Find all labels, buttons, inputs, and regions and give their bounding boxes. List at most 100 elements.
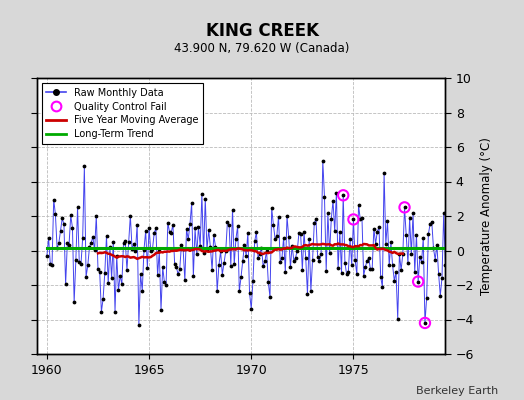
Point [368, 266, 376, 272]
Point [300, 229, 308, 235]
Point [95, 269, 104, 275]
Point [343, 271, 351, 278]
Point [394, 316, 402, 322]
Point [118, 281, 126, 288]
Point [106, 244, 114, 250]
Point [204, 227, 213, 233]
Point [302, 255, 310, 262]
Point [228, 206, 237, 213]
Point [114, 287, 123, 294]
Point [283, 213, 291, 220]
Point [116, 272, 124, 279]
Point [375, 224, 383, 230]
Point [404, 260, 412, 266]
Point [279, 234, 288, 241]
Point [107, 275, 116, 281]
Point [208, 267, 216, 273]
Point [82, 274, 90, 280]
Point [104, 280, 113, 286]
Point [133, 221, 141, 228]
Point [450, 246, 458, 252]
Point [247, 306, 256, 312]
Point [123, 267, 131, 273]
Point [150, 230, 158, 236]
Point [412, 232, 421, 238]
Point [172, 264, 181, 270]
Point [361, 264, 369, 270]
Point [431, 256, 440, 263]
Point [182, 226, 191, 232]
Point [406, 215, 414, 222]
Point [87, 240, 95, 246]
Point [63, 240, 72, 246]
Point [377, 274, 385, 280]
Point [335, 228, 344, 235]
Point [179, 246, 188, 252]
Point [167, 230, 176, 236]
Point [313, 254, 322, 260]
Point [242, 252, 250, 259]
Point [358, 214, 366, 221]
Point [347, 262, 356, 268]
Point [72, 257, 80, 263]
Point [256, 251, 264, 257]
Point [286, 264, 294, 271]
Point [380, 170, 388, 176]
Point [441, 262, 450, 269]
Point [325, 250, 334, 256]
Point [121, 238, 129, 244]
Point [264, 279, 272, 285]
Point [350, 216, 358, 223]
Point [421, 320, 429, 326]
Point [58, 215, 67, 222]
Point [409, 210, 417, 217]
Point [388, 262, 397, 269]
Point [315, 258, 324, 264]
Text: Berkeley Earth: Berkeley Earth [416, 386, 498, 396]
Point [43, 252, 51, 259]
Point [295, 230, 303, 236]
Point [77, 261, 85, 268]
Point [252, 229, 260, 236]
Point [263, 248, 271, 254]
Point [319, 158, 327, 164]
Text: 43.900 N, 79.620 W (Canada): 43.900 N, 79.620 W (Canada) [174, 42, 350, 55]
Point [189, 273, 198, 280]
Point [162, 282, 170, 288]
Point [429, 245, 438, 251]
Point [257, 244, 266, 251]
Point [329, 198, 337, 204]
Point [194, 224, 203, 230]
Point [293, 248, 301, 254]
Point [193, 251, 201, 257]
Point [305, 236, 313, 243]
Point [418, 259, 426, 265]
Point [390, 278, 399, 284]
Point [129, 241, 138, 247]
Point [266, 294, 274, 300]
Point [428, 219, 436, 225]
Point [170, 260, 179, 267]
Point [68, 224, 77, 231]
Point [157, 307, 165, 313]
Point [181, 277, 189, 284]
Point [359, 272, 368, 279]
Point [307, 288, 315, 294]
Point [285, 234, 293, 240]
Point [188, 200, 196, 206]
Point [136, 271, 145, 278]
Point [241, 242, 249, 248]
Point [309, 257, 317, 263]
Point [53, 245, 61, 251]
Point [278, 255, 286, 262]
Point [436, 292, 444, 299]
Point [51, 211, 60, 218]
Point [392, 269, 400, 275]
Point [261, 258, 269, 264]
Point [111, 308, 119, 315]
Point [48, 262, 56, 268]
Point [160, 279, 169, 285]
Point [92, 212, 101, 219]
Point [113, 252, 121, 259]
Point [268, 205, 276, 212]
